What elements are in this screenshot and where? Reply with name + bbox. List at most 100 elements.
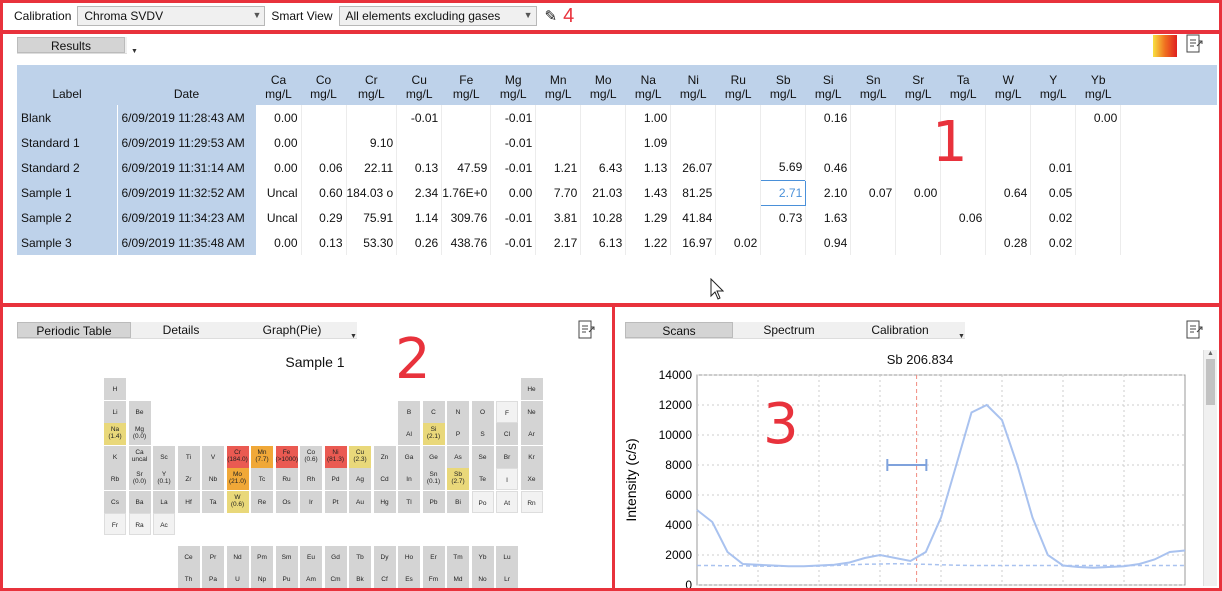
row-label[interactable]: Standard 1 xyxy=(17,130,118,155)
smartview-select[interactable]: All elements excluding gases ▼ xyxy=(338,6,537,26)
cell-value[interactable] xyxy=(1075,155,1122,180)
cell-value[interactable]: 0.00 xyxy=(490,180,537,205)
column-header[interactable]: Cu mg/L xyxy=(396,65,442,105)
element-tile-ni[interactable]: Ni (81.3) xyxy=(324,445,347,468)
cell-value[interactable]: 1.76E+0 xyxy=(441,180,492,205)
column-header[interactable]: Ca mg/L xyxy=(256,65,301,105)
cell-value[interactable]: 2.10 xyxy=(805,180,852,205)
cell-value[interactable] xyxy=(895,105,942,130)
cell-value[interactable] xyxy=(895,155,942,180)
cell-value[interactable]: 0.06 xyxy=(301,155,347,180)
column-header[interactable]: Yb mg/L xyxy=(1075,65,1121,105)
element-tile-os[interactable]: Os xyxy=(275,490,298,513)
cell-value[interactable]: 47.59 xyxy=(441,155,492,180)
cell-value[interactable] xyxy=(715,180,762,205)
tab-spectrum[interactable]: Spectrum xyxy=(763,323,815,337)
element-tile-fr[interactable]: Fr xyxy=(104,513,126,535)
element-tile-n[interactable]: N xyxy=(447,400,469,423)
row-date[interactable]: 6/09/2019 11:29:53 AM xyxy=(117,130,257,155)
cell-value[interactable]: 0.02 xyxy=(1030,230,1077,255)
element-tile-cf[interactable]: Cf xyxy=(373,568,396,590)
column-header[interactable]: Mo mg/L xyxy=(580,65,626,105)
element-tile-sb[interactable]: Sb (2.7) xyxy=(447,468,469,490)
color-scale-icon[interactable] xyxy=(1153,35,1177,57)
element-tile-in[interactable]: In xyxy=(398,468,420,490)
element-tile-cm[interactable]: Cm xyxy=(324,568,347,590)
cell-value[interactable]: 1.00 xyxy=(625,105,672,130)
cell-value[interactable]: 5.69 xyxy=(760,155,807,180)
cell-value[interactable]: 0.29 xyxy=(301,205,347,230)
cell-value[interactable]: 7.70 xyxy=(535,180,582,205)
cell-value[interactable]: 22.11 xyxy=(346,155,398,180)
element-tile-p[interactable]: P xyxy=(447,423,469,445)
cell-value[interactable]: 1.43 xyxy=(625,180,672,205)
element-tile-er[interactable]: Er xyxy=(422,545,445,568)
cell-value[interactable] xyxy=(670,105,717,130)
cell-value[interactable]: -0.01 xyxy=(490,105,537,130)
element-tile-sm[interactable]: Sm xyxy=(275,545,298,568)
element-tile-ra[interactable]: Ra xyxy=(128,513,151,535)
cell-value[interactable] xyxy=(715,105,762,130)
cell-value[interactable]: 16.97 xyxy=(670,230,717,255)
element-tile-ac[interactable]: Ac xyxy=(153,513,175,535)
cell-value[interactable] xyxy=(715,130,762,155)
cell-value[interactable]: 0.73 xyxy=(760,205,807,230)
element-tile-ba[interactable]: Ba xyxy=(128,490,151,513)
element-tile-pb[interactable]: Pb xyxy=(422,490,445,513)
row-label[interactable]: Sample 2 xyxy=(17,205,118,230)
cell-value[interactable]: 0.00 xyxy=(256,130,302,155)
element-tile-lu[interactable]: Lu xyxy=(496,545,518,568)
element-tile-pd[interactable]: Pd xyxy=(324,468,347,490)
cell-value[interactable] xyxy=(580,130,627,155)
cell-value[interactable] xyxy=(1075,205,1122,230)
cell-value[interactable] xyxy=(940,155,987,180)
element-tile-ho[interactable]: Ho xyxy=(398,545,420,568)
element-tile-fe[interactable]: Fe (>1000) xyxy=(275,445,298,468)
cell-value[interactable] xyxy=(715,155,762,180)
element-tile-ar[interactable]: Ar xyxy=(520,423,543,445)
tab-menu-icon[interactable]: ▼ xyxy=(131,48,138,55)
element-tile-te[interactable]: Te xyxy=(471,468,494,490)
cell-value[interactable]: 0.46 xyxy=(805,155,852,180)
cell-value[interactable] xyxy=(301,105,347,130)
element-tile-sc[interactable]: Sc xyxy=(153,445,175,468)
table-row[interactable]: Sample 2 6/09/2019 11:34:23 AM Uncal 0.29 75… xyxy=(17,205,1122,230)
cell-value[interactable] xyxy=(1030,130,1077,155)
row-date[interactable]: 6/09/2019 11:32:52 AM xyxy=(117,180,257,205)
export-icon[interactable] xyxy=(578,320,596,340)
element-tile-as[interactable]: As xyxy=(447,445,469,468)
table-row[interactable]: Blank 6/09/2019 11:28:43 AM 0.00 -0.01 -0.01… xyxy=(17,105,1122,130)
element-tile-ce[interactable]: Ce xyxy=(177,545,200,568)
element-tile-md[interactable]: Md xyxy=(447,568,469,590)
element-tile-au[interactable]: Au xyxy=(349,490,371,513)
element-tile-eu[interactable]: Eu xyxy=(300,545,322,568)
cell-value[interactable] xyxy=(441,105,492,130)
export-icon[interactable] xyxy=(1186,34,1204,54)
table-row[interactable]: Standard 2 6/09/2019 11:31:14 AM 0.00 0.06 2… xyxy=(17,155,1122,180)
column-header[interactable]: Cr mg/L xyxy=(346,65,397,105)
element-tile-xe[interactable]: Xe xyxy=(520,468,543,490)
cell-value[interactable]: 309.76 xyxy=(441,205,492,230)
element-tile-tl[interactable]: Tl xyxy=(398,490,420,513)
row-date[interactable]: 6/09/2019 11:34:23 AM xyxy=(117,205,257,230)
column-header[interactable]: Sn mg/L xyxy=(850,65,896,105)
cell-value[interactable]: 0.94 xyxy=(805,230,852,255)
element-tile-nd[interactable]: Nd xyxy=(226,545,249,568)
column-header[interactable]: Sb mg/L xyxy=(760,65,806,105)
cell-value[interactable]: 0.00 xyxy=(256,105,302,130)
element-tile-cr[interactable]: Cr (184.0) xyxy=(226,445,249,468)
cell-value[interactable]: 0.02 xyxy=(715,230,762,255)
element-tile-u[interactable]: U xyxy=(226,568,249,590)
element-tile-pu[interactable]: Pu xyxy=(275,568,298,590)
column-header[interactable]: Ni mg/L xyxy=(670,65,716,105)
cell-value[interactable]: 1.09 xyxy=(625,130,672,155)
chevron-up-icon[interactable]: ▲ xyxy=(1207,350,1214,357)
element-tile-tb[interactable]: Tb xyxy=(349,545,371,568)
cell-value[interactable] xyxy=(580,105,627,130)
column-header[interactable]: Sr mg/L xyxy=(895,65,941,105)
cell-value[interactable]: Uncal xyxy=(256,205,302,230)
cell-value[interactable] xyxy=(850,205,897,230)
element-tile-he[interactable]: He xyxy=(520,378,543,400)
cell-value[interactable] xyxy=(1075,180,1122,205)
cell-value[interactable] xyxy=(535,130,582,155)
